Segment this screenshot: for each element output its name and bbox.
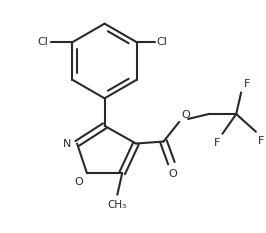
Text: Cl: Cl	[157, 37, 167, 47]
Text: CH₃: CH₃	[108, 199, 127, 209]
Text: N: N	[63, 139, 71, 148]
Text: Cl: Cl	[38, 37, 49, 47]
Text: F: F	[258, 136, 264, 146]
Text: O: O	[168, 169, 177, 179]
Text: O: O	[74, 177, 83, 187]
Text: F: F	[214, 138, 221, 148]
Text: O: O	[181, 110, 190, 120]
Text: F: F	[244, 79, 251, 89]
